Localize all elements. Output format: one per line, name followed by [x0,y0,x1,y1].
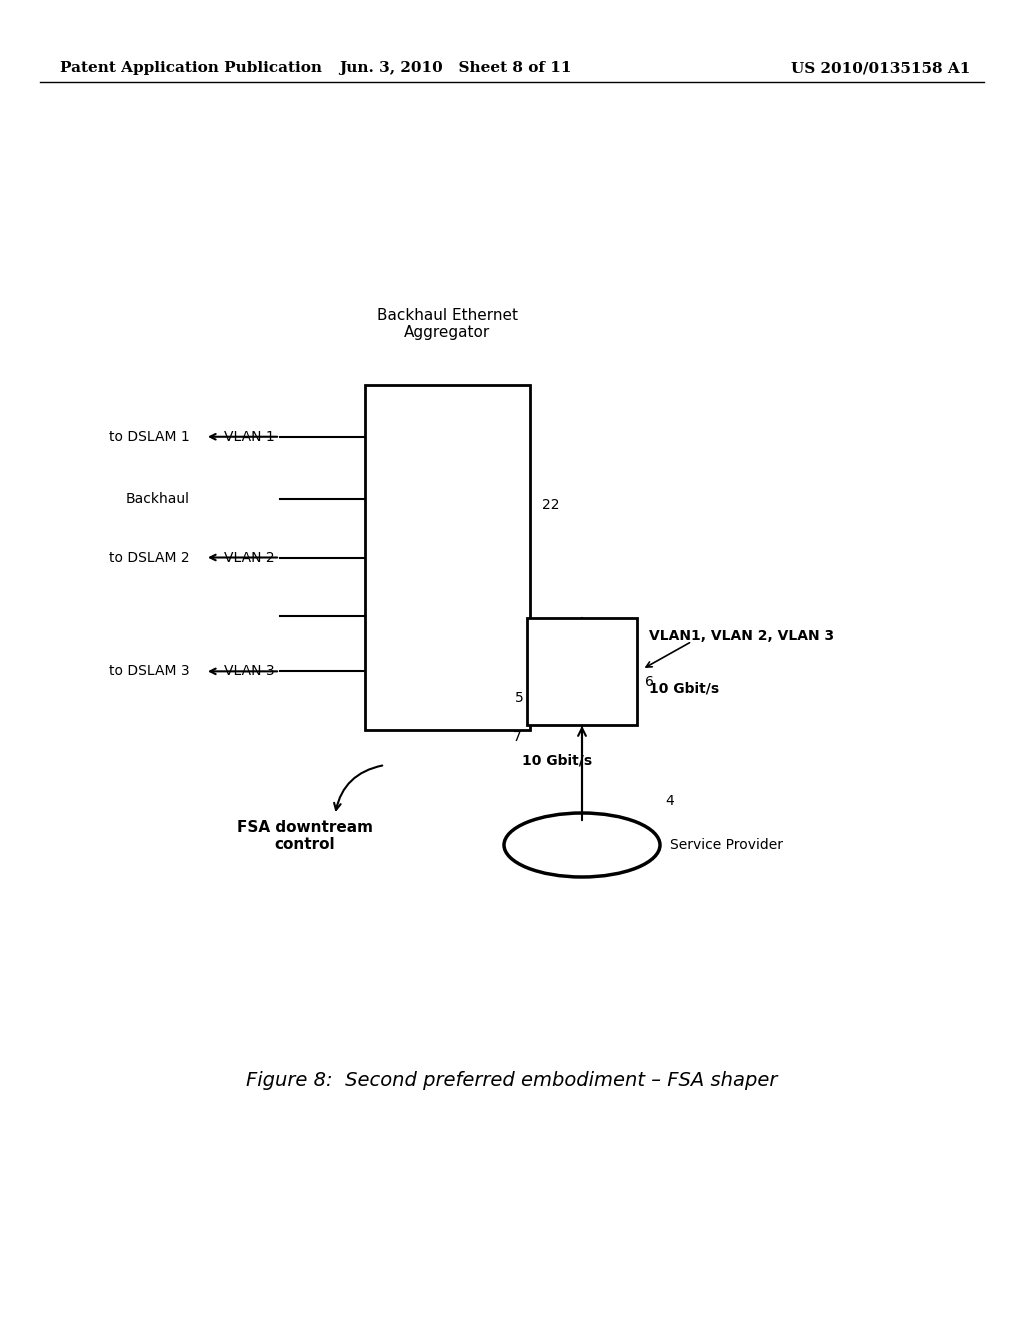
Text: VLAN 3: VLAN 3 [224,664,275,678]
Text: VLAN 2: VLAN 2 [224,550,275,565]
Text: Backhaul Ethernet
Aggregator: Backhaul Ethernet Aggregator [377,308,518,341]
Bar [527,618,637,725]
FancyArrowPatch shape [334,766,382,810]
Text: 4: 4 [665,795,674,808]
Text: 10 Gbit/s: 10 Gbit/s [522,752,592,767]
Text: 7: 7 [513,730,522,744]
Text: US 2010/0135158 A1: US 2010/0135158 A1 [791,61,970,75]
Text: Figure 8:  Second preferred embodiment – FSA shaper: Figure 8: Second preferred embodiment – … [247,1071,777,1089]
Text: VLAN1, VLAN 2, VLAN 3: VLAN1, VLAN 2, VLAN 3 [649,630,835,643]
Bar [365,385,530,730]
Text: 5: 5 [515,692,524,705]
Text: VLAN 1: VLAN 1 [224,430,275,444]
Text: Service Provider: Service Provider [670,838,783,851]
Text: to DSLAM 3: to DSLAM 3 [110,664,190,678]
Text: Jun. 3, 2010   Sheet 8 of 11: Jun. 3, 2010 Sheet 8 of 11 [339,61,571,75]
Text: FSA downtream
control: FSA downtream control [237,820,373,853]
Text: to DSLAM 2: to DSLAM 2 [110,550,190,565]
Text: 10 Gbit/s: 10 Gbit/s [649,681,719,696]
Text: 6: 6 [645,676,654,689]
Ellipse shape [504,813,660,876]
Text: to DSLAM 1: to DSLAM 1 [110,430,190,444]
Text: Backhaul: Backhaul [126,492,190,506]
Text: 22: 22 [542,498,559,512]
Text: Patent Application Publication: Patent Application Publication [60,61,322,75]
